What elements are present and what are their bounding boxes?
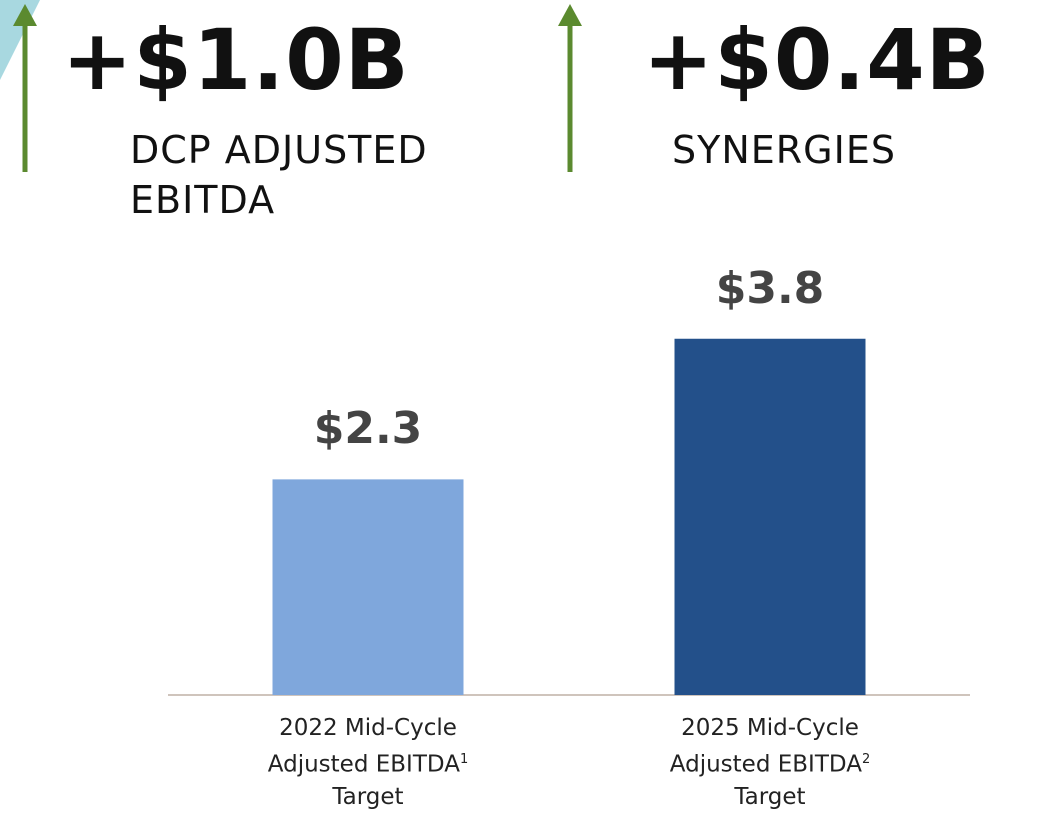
corner-shape <box>0 0 40 80</box>
bar <box>674 338 866 695</box>
value-label: $3.8 <box>715 262 825 314</box>
category-suffix: Target <box>332 783 404 810</box>
category-text: 2022 Mid-Cycle Adjusted EBITDA <box>267 715 460 778</box>
highlight-value: +$1.0B <box>62 11 410 109</box>
footnote-marker: 2 <box>861 752 871 767</box>
category-text: 2025 Mid-Cycle Adjusted EBITDA <box>669 715 862 778</box>
bar <box>272 479 464 695</box>
x-tick-label: 2025 Mid-Cycle Adjusted EBITDA2 Target <box>650 712 890 813</box>
value-label: $2.3 <box>313 403 423 455</box>
footnote-marker: 1 <box>459 752 469 767</box>
highlight-value: +$0.4B <box>643 11 991 109</box>
category-suffix: Target <box>734 783 806 810</box>
x-tick-label: 2022 Mid-Cycle Adjusted EBITDA1 Target <box>248 712 488 813</box>
highlight-label: DCP ADJUSTED EBITDA <box>130 128 428 222</box>
highlight-label: SYNERGIES <box>672 128 896 172</box>
arrow <box>13 4 582 172</box>
